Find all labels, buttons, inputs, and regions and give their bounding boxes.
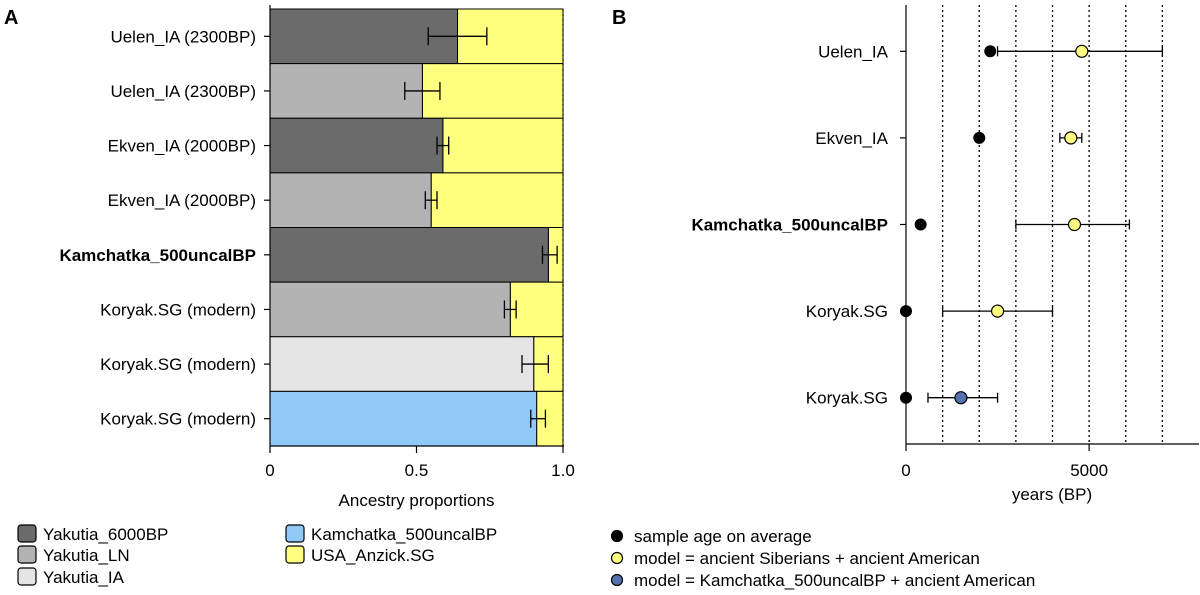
sample-age-point	[900, 305, 912, 318]
legend-swatch	[285, 545, 305, 564]
bar-remainder	[421, 63, 564, 119]
model-point	[1075, 44, 1089, 58]
y-tick-label: Kamchatka_500uncalBP	[59, 246, 256, 265]
legend-swatch	[285, 524, 305, 543]
panel-label-b: B	[612, 7, 626, 29]
y-tick-label: Uelen_IA	[818, 42, 889, 61]
bar-segment	[269, 172, 432, 228]
y-tick-label: Koryak.SG	[806, 302, 888, 321]
legend-label: Kamchatka_500uncalBP	[311, 525, 497, 544]
legend-label: Yakutia_6000BP	[43, 525, 168, 544]
bar-remainder	[442, 117, 564, 174]
bar-segment	[269, 390, 538, 447]
panel-label-a: A	[4, 7, 18, 29]
sample-age-point	[900, 391, 912, 404]
sample-age-point	[973, 131, 986, 144]
legend-marker	[610, 573, 624, 587]
bar-segment	[269, 63, 423, 119]
model-point	[1067, 217, 1082, 232]
bar-remainder	[430, 172, 564, 228]
bar-segment	[269, 336, 535, 392]
legend-label: USA_Anzick.SG	[311, 546, 435, 565]
y-tick-label: Koryak.SG (modern)	[100, 410, 256, 429]
legend-label: sample age on average	[634, 527, 812, 546]
y-tick-label: Uelen_IA (2300BP)	[110, 82, 256, 101]
y-tick-label: Ekven_IA	[815, 129, 888, 148]
y-tick-label: Kamchatka_500uncalBP	[691, 216, 888, 235]
y-tick-label: Koryak.SG (modern)	[100, 300, 256, 319]
y-tick-label: Ekven_IA (2000BP)	[108, 137, 256, 156]
bar-segment	[269, 117, 444, 174]
x-axis-label: Ancestry proportions	[339, 491, 495, 510]
x-tick-label: 0	[265, 461, 274, 480]
legend-label: Yakutia_IA	[43, 568, 125, 587]
panel-b-chart: Uelen_IA Ekven_IA Kamchatka_500uncalBP Kory…	[691, 5, 1199, 504]
model-point	[990, 304, 1005, 318]
legend-b: sample age on average model = ancient Sib…	[610, 527, 1035, 590]
legend-marker	[610, 529, 624, 543]
panel-a-chart: Uelen_IA (2300BP) Uelen_IA (2300BP) Ekven_…	[59, 5, 575, 510]
legend-marker	[610, 551, 624, 565]
bar-segment	[269, 8, 459, 65]
x-tick-label: 5000	[1070, 461, 1108, 480]
legend-label: Yakutia_LN	[43, 546, 130, 565]
x-tick-label: 0	[901, 461, 910, 480]
bar-remainder	[509, 281, 564, 338]
x-axis-label: years (BP)	[1012, 485, 1092, 504]
legend-label: model = ancient Siberians + ancient Amer…	[634, 549, 980, 568]
legend-swatch	[17, 567, 37, 586]
y-tick-label: Uelen_IA (2300BP)	[110, 27, 256, 46]
x-tick-label: 1.0	[551, 461, 575, 480]
x-tick-label: 0.5	[405, 461, 429, 480]
bar-segment	[269, 227, 549, 283]
y-tick-label: Koryak.SG	[806, 389, 888, 408]
legend-a: Yakutia_6000BP Yakutia_LN Yakutia_IA Kamcha…	[17, 524, 497, 587]
legend-swatch	[17, 545, 37, 564]
y-tick-label: Ekven_IA (2000BP)	[108, 191, 256, 210]
sample-age-point	[914, 218, 927, 231]
bar-segment	[269, 281, 511, 338]
y-tick-label: Koryak.SG (modern)	[100, 355, 256, 374]
sample-age-point	[984, 45, 997, 58]
model-point	[1064, 131, 1078, 145]
legend-swatch	[17, 524, 37, 543]
legend-label: model = Kamchatka_500uncalBP + ancient A…	[634, 571, 1035, 590]
model-point	[954, 391, 968, 405]
